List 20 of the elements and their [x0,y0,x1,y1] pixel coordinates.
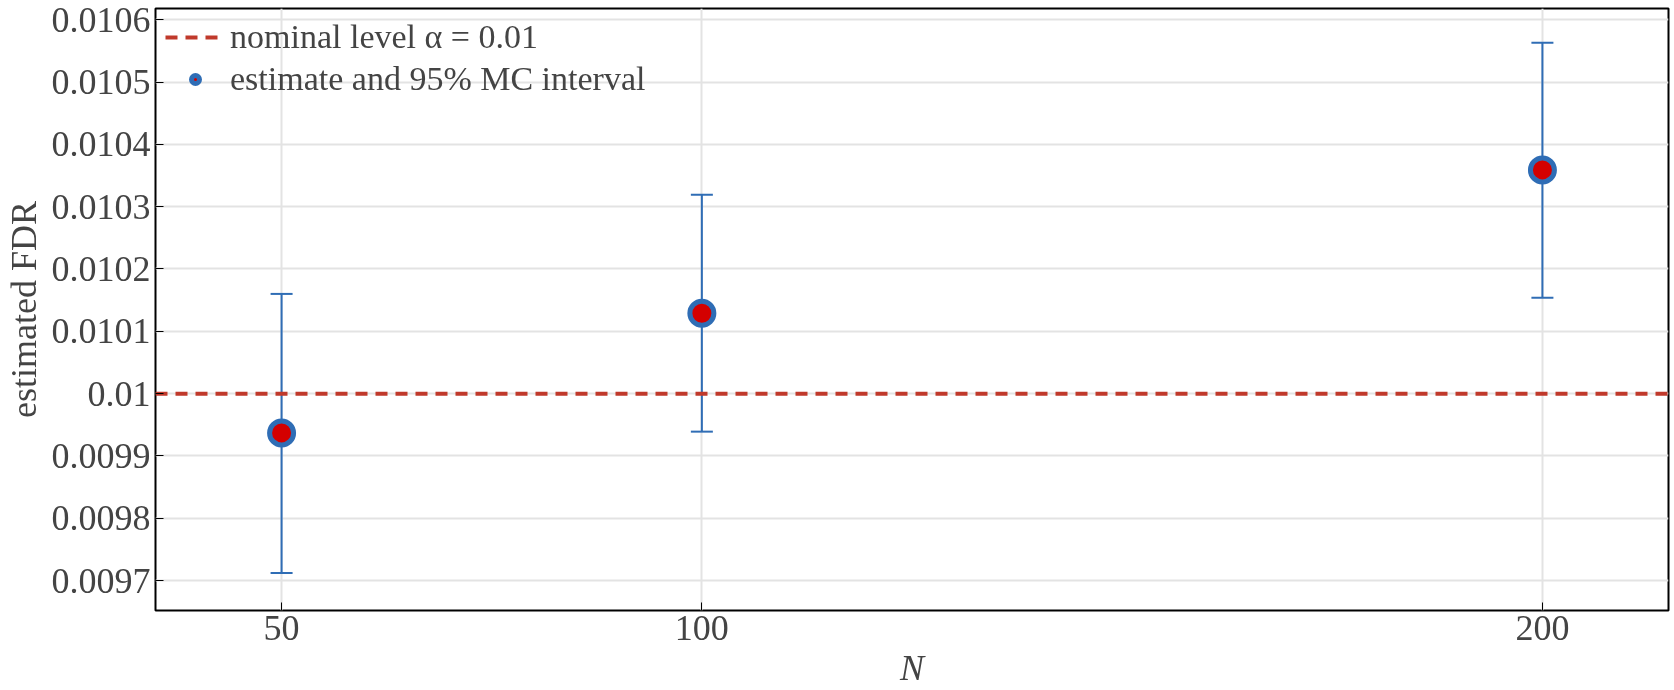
legend-label: estimate and 95% MC interval [230,60,646,98]
y-tick-label: 0.0097 [51,560,151,601]
y-tick-label: 0.0099 [51,435,151,476]
y-tick-label: 0.0098 [51,498,151,539]
y-tick-label: 0.0101 [51,311,151,352]
point [687,298,717,328]
legend-label: nominal level α = 0.01 [230,18,538,56]
y-tick-label: 0.0103 [51,186,151,227]
x-tick-label: 50 [263,607,300,648]
x-tick-label: 200 [1515,607,1570,648]
x-axis-title: N [898,647,926,688]
y-tick-label: 0.0104 [51,124,151,165]
y-tick-label: 0.0106 [51,0,151,40]
y-tick-label: 0.01 [87,373,151,414]
y-tick-label: 0.0105 [51,62,151,103]
point [1527,155,1557,185]
x-tick-label: 100 [674,607,729,648]
y-tick-label: 0.0102 [51,248,151,289]
y-axis-title: estimated FDR [3,201,44,418]
point [267,418,297,448]
